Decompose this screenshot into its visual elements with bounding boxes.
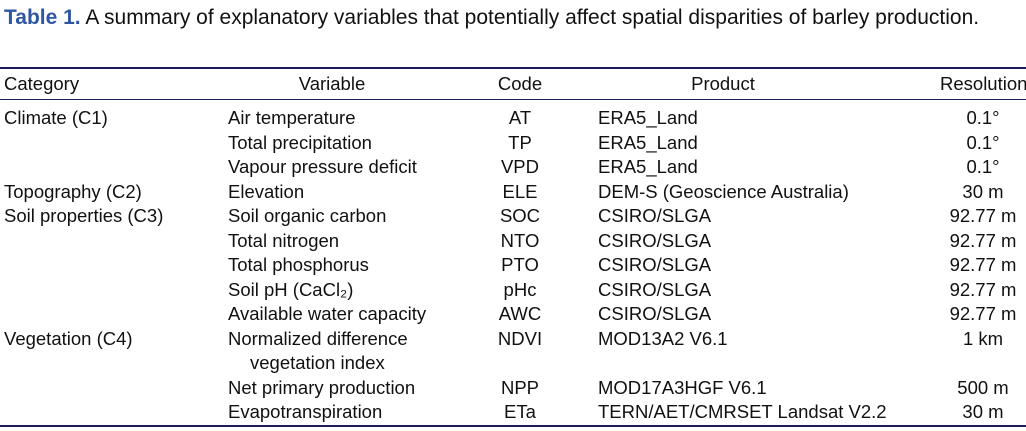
table-cell: ERA5_Land	[598, 156, 698, 177]
table-cell: VPD	[500, 156, 540, 177]
table-cell: Elevation	[228, 180, 305, 202]
table-cell: Soil pH (CaCl₂)	[228, 278, 354, 300]
table-cell: NDVI	[497, 327, 543, 349]
table-body: Climate (C1) Air temperature AT ERA5_Land 0.…	[0, 100, 1026, 426]
table-cell: Available water capacity	[228, 303, 427, 324]
table-cell	[0, 229, 224, 254]
caption: Table 1. A summary of explanatory variab…	[4, 4, 1022, 31]
table-row: Total nitrogen NTO CSIRO/SLGA 92.77 m	[0, 229, 1026, 254]
table-cell: Total nitrogen	[228, 229, 340, 251]
table-cell: 0.1°	[966, 156, 1000, 177]
table-cell	[0, 253, 224, 278]
table-row: Net primary production NPP MOD17A3HGF V6.1…	[0, 376, 1026, 401]
table-cell: Topography (C2)	[4, 180, 142, 202]
table-cell: ERA5_Land	[598, 131, 698, 153]
table-cell: CSIRO/SLGA	[598, 229, 712, 251]
table-row: Vegetation (C4) Normalized difference veg…	[0, 327, 1026, 376]
table-cell: CSIRO/SLGA	[598, 205, 712, 226]
table-cell: NTO	[500, 229, 540, 251]
table-cell: ETa	[504, 401, 536, 422]
table-cell	[0, 302, 224, 327]
table-cell: pHc	[503, 278, 537, 300]
table-cell	[0, 400, 224, 426]
table-cell: Normalized difference vegetation index	[228, 327, 408, 374]
table-cell: AT	[508, 107, 532, 128]
table-cell: Vegetation (C4)	[4, 327, 133, 349]
table-cell: 92.77 m	[949, 229, 1017, 251]
caption-text: A summary of explanatory variables that …	[85, 6, 980, 29]
table-cell: Soil organic carbon	[228, 205, 387, 226]
table: Category Variable Code Product Resolution Cl…	[0, 67, 1026, 427]
table-row: Soil properties (C3) Soil organic carbon S…	[0, 204, 1026, 229]
table-cell: Total precipitation	[228, 131, 372, 153]
table-cell	[0, 131, 224, 156]
table-cell: DEM-S (Geoscience Australia)	[598, 180, 849, 202]
header-cell: Resolution	[940, 73, 1026, 94]
table-cell: Vapour pressure deficit	[228, 156, 417, 177]
table-cell	[0, 155, 224, 180]
table-cell: Net primary production	[228, 376, 416, 398]
header-cell: Code	[497, 73, 543, 94]
table-row: Total precipitation TP ERA5_Land 0.1°	[0, 131, 1026, 156]
table-cell: TP	[508, 131, 532, 153]
table-cell: 30 m	[962, 180, 1004, 202]
table-row: Total phosphorus PTO CSIRO/SLGA 92.77 m	[0, 253, 1026, 278]
table-cell: ELE	[502, 180, 538, 202]
table-cell: 92.77 m	[949, 205, 1017, 226]
table-cell: Climate (C1)	[4, 107, 108, 128]
table-cell	[0, 376, 224, 401]
table-cell: TERN/AET/CMRSET Landsat V2.2	[598, 401, 887, 422]
table-cell: AWC	[498, 303, 542, 324]
table-row: Soil pH (CaCl₂) pHc CSIRO/SLGA 92.77 m	[0, 278, 1026, 303]
header-cell: Product	[691, 73, 755, 94]
table-row: Evapotranspiration ETa TERN/AET/CMRSET Lan…	[0, 400, 1026, 426]
header-cell: Category	[4, 73, 80, 94]
table-cell	[0, 278, 224, 303]
table-cell: 0.1°	[966, 107, 1000, 128]
header-row: Category Variable Code Product Resolution	[0, 68, 1026, 100]
table-row: Climate (C1) Air temperature AT ERA5_Land 0.…	[0, 100, 1026, 131]
table-cell: CSIRO/SLGA	[598, 278, 712, 300]
table-cell: PTO	[501, 254, 539, 275]
table-cell: Evapotranspiration	[228, 401, 383, 422]
table-row: Vapour pressure deficit VPD ERA5_Land 0.1°	[0, 155, 1026, 180]
table-cell: CSIRO/SLGA	[598, 303, 712, 324]
table-cell: Air temperature	[228, 107, 356, 128]
table-cell: 1 km	[962, 327, 1004, 349]
table-cell: 500 m	[957, 376, 1009, 398]
table-cell: Soil properties (C3)	[4, 205, 164, 226]
table-cell: SOC	[499, 205, 541, 226]
table-cell: NPP	[500, 376, 540, 398]
table-cell: CSIRO/SLGA	[598, 254, 712, 275]
table-cell: MOD17A3HGF V6.1	[598, 376, 767, 398]
caption-label: Table 1.	[4, 6, 81, 29]
table-cell: 92.77 m	[949, 303, 1017, 324]
table-cell: Total phosphorus	[228, 254, 369, 275]
table-cell: 30 m	[962, 401, 1004, 422]
table-row: Topography (C2) Elevation ELE DEM-S (Geosci…	[0, 180, 1026, 205]
table-row: Available water capacity AWC CSIRO/SLGA 92.…	[0, 302, 1026, 327]
header-cell: Variable	[298, 73, 366, 94]
table-cell: 92.77 m	[949, 254, 1017, 275]
table-cell: ERA5_Land	[598, 107, 698, 128]
table-cell: 92.77 m	[949, 278, 1017, 300]
table-cell: 0.1°	[966, 131, 1000, 153]
table-cell: MOD13A2 V6.1	[598, 327, 728, 349]
